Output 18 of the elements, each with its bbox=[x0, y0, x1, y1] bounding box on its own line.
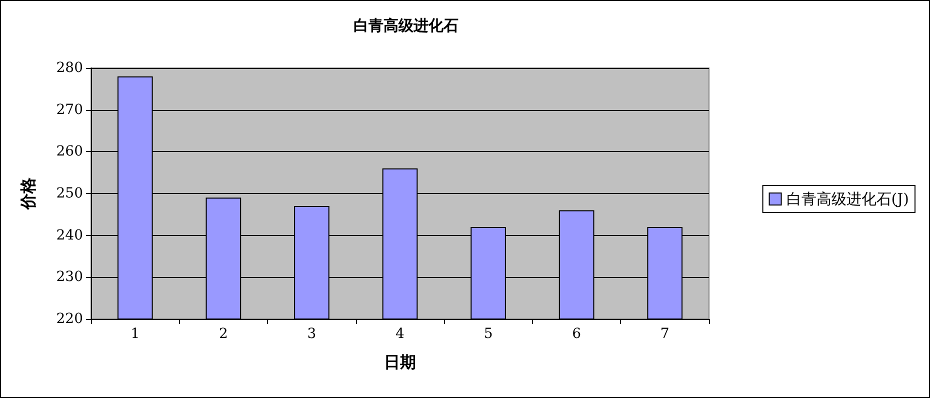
y-tick-label: 240 bbox=[56, 227, 83, 244]
chart-title: 白青高级进化石 bbox=[354, 16, 458, 34]
y-axis-title: 价格 bbox=[18, 176, 38, 210]
x-tick-label: 2 bbox=[218, 326, 228, 342]
x-tick-label: 5 bbox=[484, 326, 493, 342]
y-tick-label: 230 bbox=[56, 269, 83, 286]
x-tick-label: 4 bbox=[396, 326, 405, 342]
x-tick-label: 3 bbox=[307, 326, 316, 342]
legend-label: 白青高级进化石(J) bbox=[786, 190, 909, 208]
y-tick-label: 220 bbox=[56, 311, 83, 327]
y-tick-label: 270 bbox=[56, 102, 83, 118]
x-axis-title: 日期 bbox=[384, 352, 416, 372]
y-tick-label: 280 bbox=[56, 60, 83, 76]
x-tick-label: 1 bbox=[130, 326, 140, 342]
y-tick-label: 250 bbox=[56, 186, 83, 202]
y-tick-label: 260 bbox=[56, 144, 83, 160]
x-tick-label: 6 bbox=[572, 326, 582, 342]
x-tick-label: 7 bbox=[660, 326, 670, 342]
